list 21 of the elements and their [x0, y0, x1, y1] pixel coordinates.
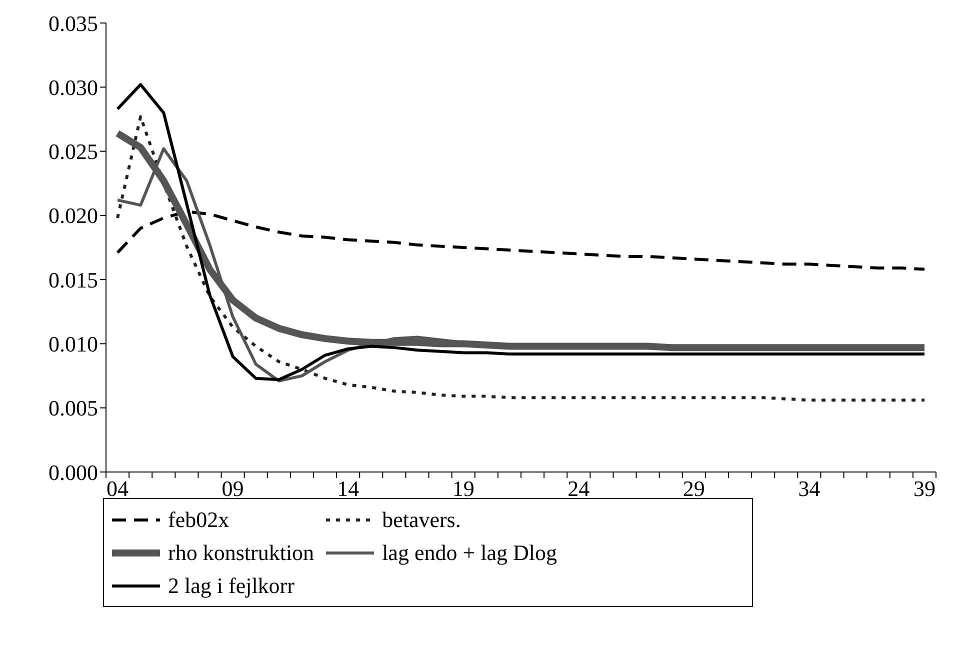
legend-label: lag endo + lag Dlog [382, 539, 557, 567]
y-tick-label: 0.035 [48, 10, 98, 36]
x-tick-label: 34 [798, 476, 820, 501]
x-tick-label: 24 [568, 476, 590, 501]
x-tick-label: 14 [337, 476, 360, 501]
y-tick-label: 0.000 [48, 460, 98, 485]
y-tick-label: 0.010 [48, 332, 98, 357]
legend-label: betavers. [382, 506, 461, 534]
y-tick-label: 0.015 [48, 267, 98, 292]
legend-label: rho konstruktion [168, 539, 314, 567]
x-tick-label: 29 [682, 476, 705, 501]
x-tick-label: 39 [913, 476, 936, 501]
y-tick-label: 0.030 [48, 74, 98, 100]
y-tick-label: 0.005 [48, 396, 98, 421]
y-tick-label: 0.025 [48, 139, 98, 164]
x-tick-label: 19 [452, 476, 474, 501]
legend-label: feb02x [168, 506, 230, 534]
legend-label: 2 lag i fejlkorr [168, 572, 294, 600]
y-tick-label: 0.020 [48, 203, 98, 228]
x-tick-label: 09 [222, 476, 244, 501]
x-tick-label: 04 [106, 476, 129, 501]
